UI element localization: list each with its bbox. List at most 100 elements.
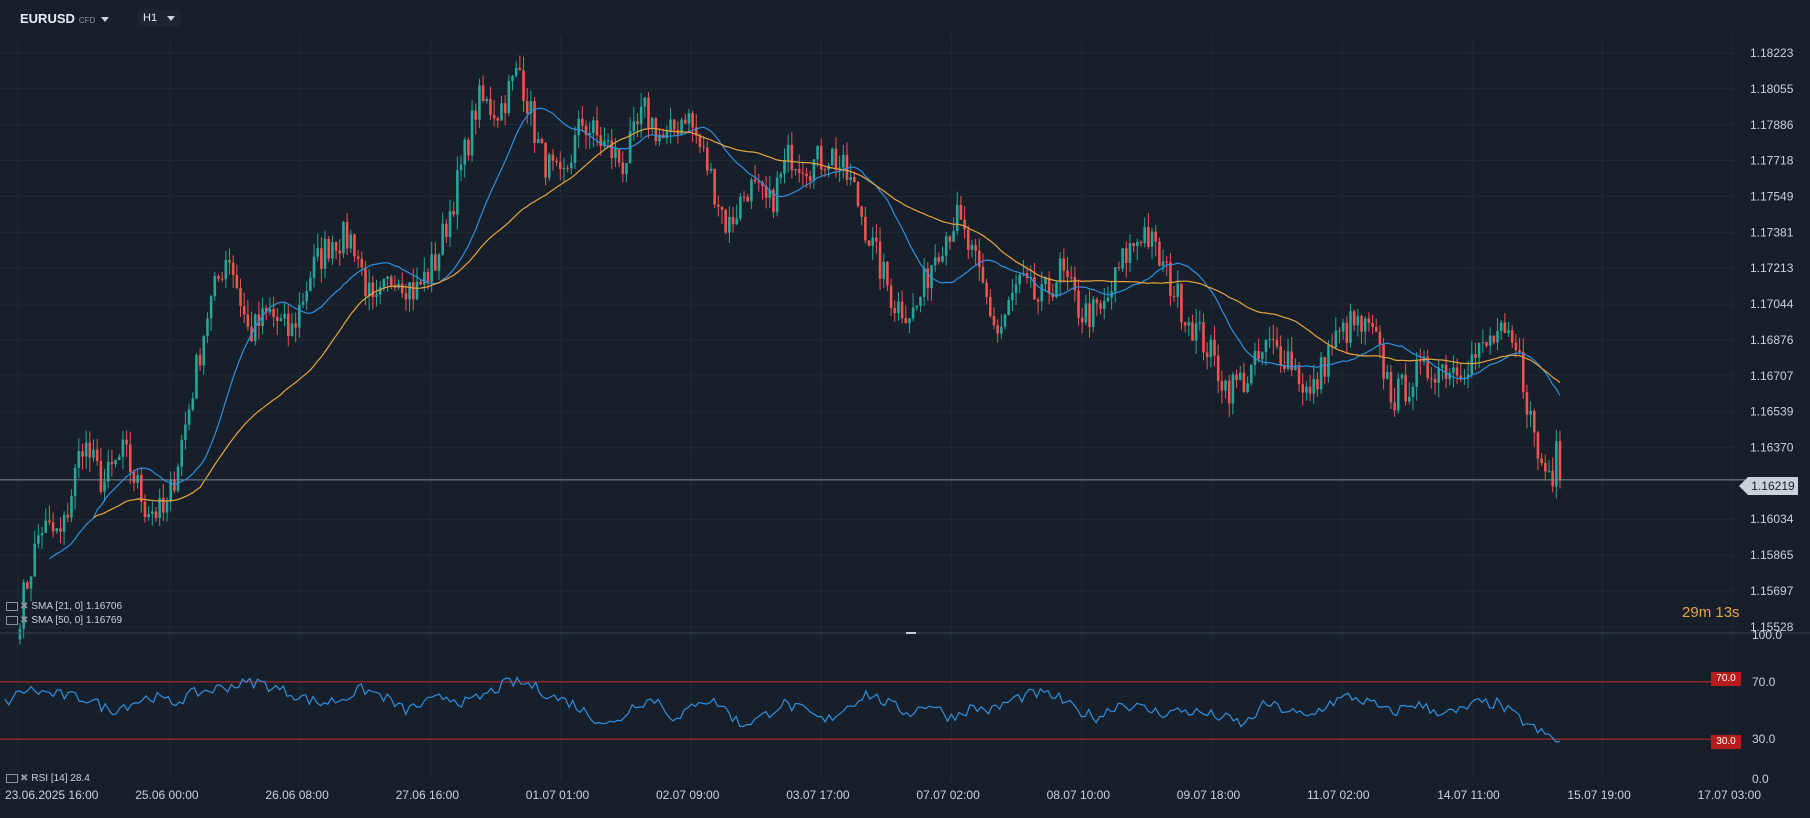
candle-body [1088,303,1091,327]
rsi-lower-tag: 30.0 [1711,735,1741,749]
candle-body [746,196,750,202]
candle-body [345,222,349,249]
candle-body [1238,372,1242,381]
candle-body [1194,323,1198,341]
candle-body [1496,330,1499,343]
candle-body [1047,277,1051,294]
candle-body [617,148,621,163]
candle-body [136,475,139,483]
candle-body [279,318,283,322]
candle-body [812,159,816,181]
candle-body [614,148,617,158]
candle-body [694,127,698,136]
candle-body [500,103,503,121]
candle-body [1382,344,1385,379]
candle-body [125,439,128,445]
candle-body [1308,386,1312,394]
candle-body [187,409,191,425]
candle-body [389,276,393,286]
candle-body [1349,311,1352,343]
candle-body [456,170,459,215]
rsi-tick-label: 70.0 [1752,675,1776,689]
candle-body [687,113,691,124]
candle-body [1172,295,1176,297]
rsi-tick-label: 0.0 [1752,772,1769,786]
close-icon[interactable]: ✖ [20,601,29,612]
candle-body [706,147,709,171]
candle-body [838,167,841,170]
candle-body [1367,318,1371,323]
candle-body [1036,299,1040,302]
candle-body [1385,371,1389,379]
candle-body [1389,371,1393,403]
candle-body [860,206,863,217]
candle-body [669,119,672,132]
candle-body [845,154,849,180]
candle-body [231,262,235,275]
candle-body [592,120,595,134]
candle-body [1510,330,1514,343]
price-tick-label: 1.18223 [1750,46,1794,60]
candle-body [1007,300,1010,315]
symbol-selector[interactable]: EURUSD CFD [20,11,110,26]
pane-splitter-handle[interactable] [906,632,916,634]
rsi-label: RSI [14] 28.4 [31,773,90,784]
candle-body [220,278,224,280]
close-icon[interactable]: ✖ [20,773,29,784]
candle-body [173,479,176,491]
candle-body [1400,374,1404,379]
price-tick-label: 1.16539 [1750,405,1794,419]
candle-body [1536,432,1540,459]
candle-body [992,316,996,326]
candle-body [1003,314,1007,327]
candle-body [808,176,812,181]
candle-body [367,282,371,297]
candle-body [713,168,716,205]
candle-body [128,444,132,473]
candle-body [1319,357,1323,390]
candle-body [228,259,231,263]
candle-body [489,98,492,115]
candle-body [683,119,687,124]
candle-body [507,81,511,114]
close-icon[interactable]: ✖ [20,615,29,626]
candle-body [717,204,720,207]
candle-body [944,236,948,256]
candle-body [246,314,250,327]
settings-icon[interactable] [6,601,18,611]
rsi-tick-label: 100.0 [1752,628,1782,642]
candle-body [1408,396,1411,402]
candle-body [1272,339,1275,341]
candle-body [1125,248,1128,263]
price-tick-label: 1.15865 [1750,548,1794,562]
candle-body [1499,322,1503,331]
candles [18,55,1562,645]
timeframe-selector[interactable]: H1 [137,9,181,27]
candle-body [639,106,643,125]
candle-body [1540,458,1543,464]
candle-body [786,144,790,161]
time-tick-label: 09.07 18:00 [1177,788,1241,802]
candle-body [158,497,161,518]
candle-body [33,543,36,577]
candle-body [195,355,198,399]
settings-icon[interactable] [6,615,18,625]
time-tick-label: 25.06 00:00 [135,788,199,802]
rsi-tick-label: 30.0 [1752,732,1776,746]
candle-body [371,282,375,297]
candle-body [51,522,55,532]
candle-body [1091,299,1095,327]
candle-body [1525,392,1529,415]
candle-body [272,309,275,317]
candle-body [70,496,73,518]
settings-icon[interactable] [6,773,18,783]
candle-body [989,297,992,317]
candle-body [728,217,731,233]
candle-body [834,148,838,170]
candle-body [1338,330,1341,332]
time-tick-label: 03.07 17:00 [786,788,850,802]
candle-body [514,67,518,76]
candle-body [1202,322,1205,353]
